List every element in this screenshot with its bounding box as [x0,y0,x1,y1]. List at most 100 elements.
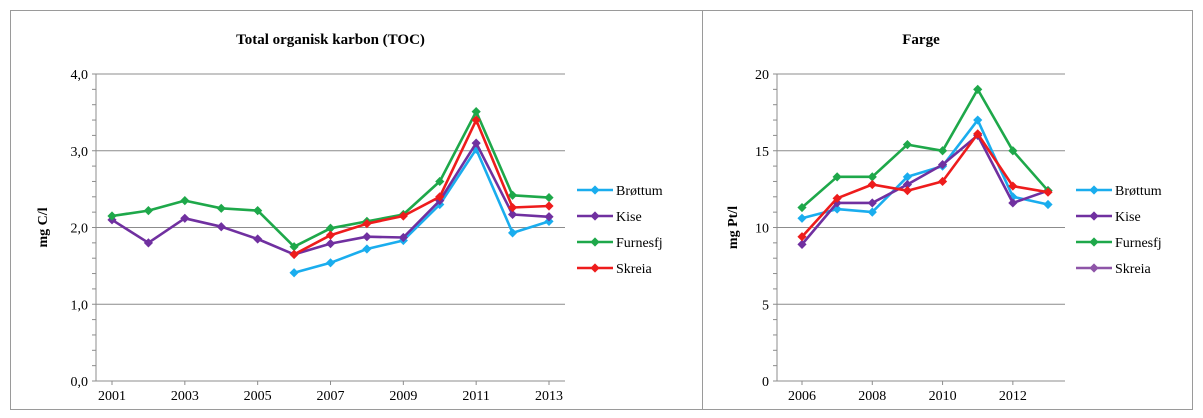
y-tick-label: 1,0 [71,298,89,313]
legend-entry-skreia: Skreia [577,262,653,277]
data-point-skreia [289,249,299,259]
series-line-skreia [293,118,550,256]
legend-marker [1089,263,1099,273]
series-furnesfj [797,84,1053,213]
data-point-skreia [544,201,554,211]
data-point-brottum [544,216,554,226]
data-point-brottum [507,228,518,238]
farge-chart: Farge 0 5 10 15 20 2006 2008 2010 2012 mg Pt/l Brøt… [726,32,1162,404]
y-tick-label: 0 [762,375,769,390]
data-point-skreia [325,230,336,240]
legend-label: Skreia [1115,262,1152,277]
x-tick-label: 2007 [317,389,345,404]
data-point-furnesfj [180,196,190,206]
x-tick-label: 2008 [858,389,886,404]
data-point-kise [253,234,263,244]
data-point-skreia [797,232,807,242]
series-kise [107,138,554,259]
x-tick-label: 2009 [389,389,417,404]
legend-label: Kise [1115,210,1141,225]
legend-label: Skreia [616,262,653,277]
data-point-furnesfj [507,190,518,200]
data-point-kise [362,232,372,242]
data-point-kise [143,238,154,248]
legend-entry-furnesfj: Furnesfj [1076,236,1162,251]
series-brottum [797,115,1053,223]
data-point-kise [216,222,226,232]
series-skreia [289,115,554,259]
data-point-brottum [289,268,299,278]
data-point-kise [180,213,190,223]
legend-entry-skreia: Skreia [1076,262,1152,277]
data-point-furnesfj [797,202,807,213]
legend-marker [1089,237,1099,247]
data-point-brottum [362,244,372,254]
data-point-furnesfj [143,206,154,216]
y-axis-label: mg C/l [36,207,51,247]
data-point-furnesfj [289,242,299,252]
legend-entry-brottum: Brøttum [1076,184,1162,199]
legend-marker [1089,211,1099,221]
y-tick-label: 4,0 [71,68,89,83]
legend-marker [590,211,600,221]
series-line-brottum [801,118,1049,220]
y-tick-label: 2,0 [71,222,89,237]
data-point-kise [398,232,408,243]
chart-title: Farge [902,32,940,48]
data-point-furnesfj [435,176,445,187]
y-tick-label: 20 [755,68,769,83]
chart-title: Total organisk karbon (TOC) [236,32,425,48]
y-axis-label: mg Pt/l [726,206,741,249]
farge-chart-panel: Farge 0 5 10 15 20 2006 2008 2010 2012 mg Pt/l Brøt… [703,10,1193,410]
series-line-furnesfj [801,88,1049,209]
legend-entry-brottum: Brøttum [577,184,663,199]
data-point-skreia [362,219,372,229]
data-point-furnesfj [544,192,554,203]
data-point-skreia [867,179,877,190]
x-tick-label: 2013 [535,389,563,404]
data-point-skreia [973,129,983,139]
legend-marker [590,185,600,195]
data-point-brottum [1043,199,1053,210]
legend-entry-furnesfj: Furnesfj [577,236,663,251]
data-point-skreia [1008,181,1018,191]
x-tick-label: 2003 [171,389,199,404]
legend-label: Kise [616,210,642,225]
x-tick-label: 2011 [462,389,489,404]
x-tick-label: 2012 [999,389,1027,404]
data-point-kise [867,198,877,208]
data-point-furnesfj [867,172,877,182]
y-tick-label: 15 [755,145,769,160]
series-line-skreia [801,132,1049,238]
y-tick-label: 10 [755,222,769,237]
data-point-furnesfj [471,107,481,117]
data-point-kise [544,212,554,222]
data-point-skreia [471,115,481,125]
y-tick-label: 0,0 [71,375,89,390]
data-point-furnesfj [1008,146,1018,156]
y-tick-label: 3,0 [71,145,89,160]
legend-marker [1089,185,1099,195]
legend-label: Brøttum [616,184,663,199]
x-tick-label: 2006 [788,389,816,404]
series-line-kise [801,134,1049,246]
data-point-kise [797,239,807,249]
legend-entry-kise: Kise [577,210,642,225]
data-point-brottum [1008,192,1018,202]
data-point-kise [325,239,336,249]
data-point-skreia [507,202,518,213]
x-tick-label: 2010 [929,389,957,404]
legend-label: Furnesfj [1115,236,1162,251]
data-point-furnesfj [107,211,117,221]
data-point-furnesfj [216,203,226,213]
data-point-brottum [973,115,983,125]
x-tick-label: 2005 [244,389,272,404]
data-point-brottum [797,213,807,223]
data-point-brottum [867,207,877,217]
data-point-kise [1008,198,1018,208]
legend-label: Brøttum [1115,184,1162,199]
legend-marker [590,237,600,247]
legend-marker [590,263,600,273]
series-skreia [797,129,1053,242]
